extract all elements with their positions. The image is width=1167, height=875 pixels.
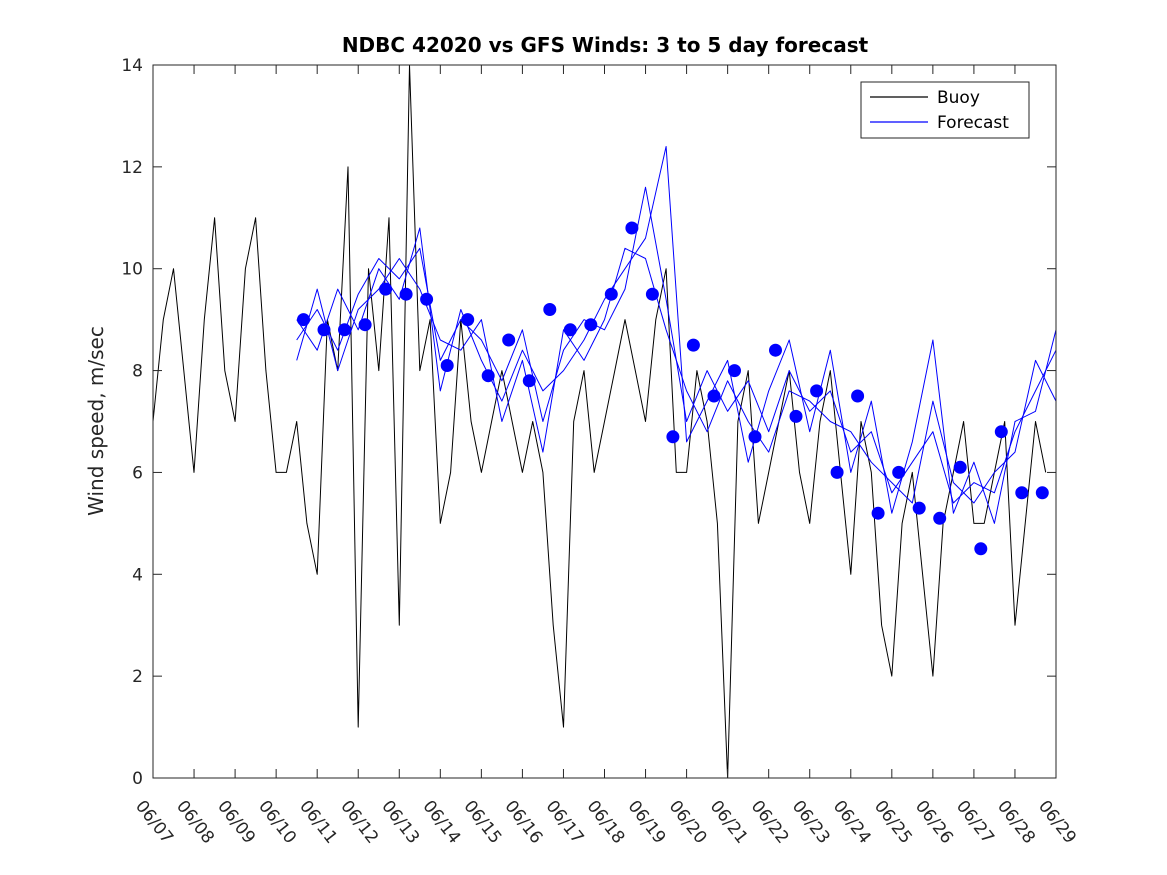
forecast-marker-4: [379, 282, 393, 296]
forecast-marker-15: [604, 287, 618, 301]
forecast-marker-3: [358, 318, 372, 332]
legend-box: [860, 81, 1030, 139]
forecast-marker-22: [748, 430, 762, 444]
y-tick-label-2: 2: [132, 667, 143, 687]
y-tick-label-8: 8: [132, 362, 143, 382]
legend-forecast-label: Forecast: [937, 113, 1009, 133]
forecast-marker-6: [420, 292, 434, 306]
forecast-marker-18: [666, 430, 680, 444]
forecast-series-line-2: [296, 146, 1057, 524]
forecast-marker-34: [994, 425, 1008, 439]
forecast-marker-24: [789, 409, 803, 423]
forecast-marker-8: [461, 313, 475, 327]
forecast-marker-20: [707, 389, 721, 403]
y-tick-label-12: 12: [121, 158, 143, 178]
forecast-marker-27: [851, 389, 865, 403]
forecast-marker-5: [399, 287, 413, 301]
forecast-marker-10: [502, 333, 516, 347]
forecast-marker-11: [522, 374, 536, 388]
forecast-marker-30: [912, 501, 926, 515]
forecast-marker-1: [317, 323, 331, 337]
legend: Buoy Forecast: [860, 81, 1030, 139]
forecast-marker-28: [871, 506, 885, 520]
forecast-marker-33: [974, 542, 988, 556]
legend-buoy-label: Buoy: [937, 88, 980, 108]
forecast-marker-0: [297, 313, 310, 327]
plot-area: [152, 64, 1057, 779]
forecast-marker-23: [769, 343, 782, 357]
forecast-marker-31: [933, 511, 947, 525]
y-axis-label: Wind speed, m/sec: [84, 326, 108, 516]
forecast-marker-16: [625, 221, 639, 235]
forecast-marker-32: [953, 460, 967, 474]
y-tick-label-6: 6: [132, 463, 143, 483]
forecast-marker-29: [892, 465, 906, 479]
chart-title: NDBC 42020 vs GFS Winds: 3 to 5 day fore…: [342, 33, 869, 57]
forecast-marker-2: [338, 323, 351, 337]
y-tick-label-0: 0: [132, 769, 143, 789]
y-tick-label-4: 4: [132, 565, 143, 585]
forecast-marker-17: [645, 287, 659, 301]
forecast-marker-26: [830, 465, 844, 479]
forecast-marker-14: [584, 318, 598, 332]
forecast-marker-13: [563, 323, 577, 337]
buoy-series-line: [152, 64, 1047, 779]
forecast-marker-9: [481, 369, 495, 383]
forecast-marker-35: [1015, 486, 1029, 500]
forecast-marker-36: [1035, 486, 1049, 500]
forecast-marker-19: [686, 338, 700, 352]
forecast-marker-21: [728, 364, 741, 378]
y-tick-label-14: 14: [121, 56, 143, 76]
y-tick-label-10: 10: [121, 260, 143, 280]
forecast-marker-12: [543, 303, 557, 316]
forecast-marker-7: [440, 359, 454, 372]
forecast-marker-25: [810, 384, 824, 398]
